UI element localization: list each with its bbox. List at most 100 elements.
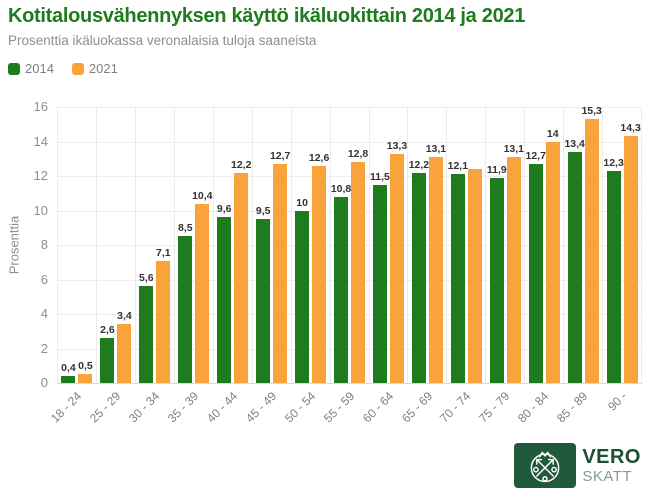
bar-value-label: 12,7 xyxy=(269,149,291,162)
bar-2014-85-89: 13,4 xyxy=(564,138,585,383)
bar-2014-80-84: 12,7 xyxy=(526,150,546,383)
bar-value-label: 7,1 xyxy=(156,246,171,259)
bar-value-label: 12,1 xyxy=(447,160,469,173)
bar-2014-90-: 12,3 xyxy=(603,157,624,383)
bar-2021-30-34: 7,1 xyxy=(156,247,171,383)
y-axis-tick-label: 8 xyxy=(40,237,48,252)
bar-value-label: 8,5 xyxy=(177,222,193,235)
y-axis-tick-label: 0 xyxy=(40,375,48,390)
category-column: 12,3 14,3 xyxy=(603,107,643,383)
y-axis-tick-label: 12 xyxy=(33,168,48,183)
bar-value-label: 14 xyxy=(546,127,559,140)
x-axis-tick-label: 85 - 89 xyxy=(554,389,591,426)
category-column: 9,6 12,2 xyxy=(214,107,253,383)
bar-2014-55-59: 10,8 xyxy=(331,183,351,383)
x-axis-tick-label: 45 - 49 xyxy=(242,389,280,426)
page-title: Kotitalousvähennyksen käyttö ikäluokitta… xyxy=(8,5,526,27)
bar-2021-70-74 xyxy=(467,169,482,383)
x-axis-tick-label: 40 - 44 xyxy=(203,389,241,426)
category-column: 10 12,6 xyxy=(292,107,331,383)
bar-2021-90-: 14,3 xyxy=(620,122,641,383)
bar-2014-40-44: 9,6 xyxy=(217,203,232,383)
bar-value-label: 0,4 xyxy=(61,362,76,375)
h-gridline xyxy=(58,176,642,177)
bar-2021-35-39: 10,4 xyxy=(192,190,213,383)
category-column: 12,2 13,1 xyxy=(408,107,448,383)
category-column: 5,6 7,1 xyxy=(136,107,175,383)
x-axis-tick-label: 50 - 54 xyxy=(281,389,318,426)
bar-2014-75-79: 11,9 xyxy=(487,164,507,383)
h-gridline xyxy=(58,141,642,143)
x-axis-tick-label: 90 - xyxy=(604,389,630,414)
bar-value-label: 9,6 xyxy=(216,203,232,216)
legend-swatch-2021-icon xyxy=(71,62,84,75)
category-column: 13,4 15,3 xyxy=(564,105,604,383)
bar-value-label: 15,3 xyxy=(581,105,602,118)
y-axis-tick-label: 10 xyxy=(33,202,48,218)
h-gridline xyxy=(58,245,642,246)
vero-logo: VERO SKATT xyxy=(514,443,641,488)
bar-value-label: 11,9 xyxy=(486,163,507,176)
bar-2021-80-84: 14 xyxy=(545,128,560,383)
bar-2021-18-24: 0,5 xyxy=(78,360,93,383)
category-column: 8,5 10,4 xyxy=(175,107,214,383)
x-axis-tick-label: 35 - 39 xyxy=(164,389,202,426)
bar-2014-70-74: 12,1 xyxy=(448,160,468,383)
vero-logo-text: VERO SKATT xyxy=(582,447,641,484)
legend-item-2021: 2021 xyxy=(71,61,118,76)
vero-emblem-icon xyxy=(530,451,560,482)
bar-value-label: 12,8 xyxy=(347,148,369,161)
category-column: 9,5 12,7 xyxy=(253,107,292,383)
bar-2014-18-24: 0,4 xyxy=(61,362,76,383)
h-gridline xyxy=(58,107,642,108)
bar-value-label: 13,4 xyxy=(564,137,585,150)
plot-area: 0,4 0,5 2,6 3,4 5,6 7,1 8,5 10,4 9,6 12,2 9,5 12,7 1… xyxy=(57,105,643,384)
bar-value-label: 0,5 xyxy=(78,360,93,373)
legend-swatch-2014-icon xyxy=(8,62,20,75)
vero-logo-text-skatt: SKATT xyxy=(582,468,633,485)
category-column: 2,6 3,4 xyxy=(97,107,136,383)
category-column: 11,9 13,1 xyxy=(486,107,526,383)
y-axis-tick-label: 16 xyxy=(33,99,48,114)
bar-value-label: 10 xyxy=(296,196,308,209)
bar-value-label: 10,8 xyxy=(330,182,352,195)
category-column: 12,1 xyxy=(447,107,487,383)
legend: 2014 2021 xyxy=(8,61,118,76)
bar-2021-60-64: 13,3 xyxy=(387,140,407,383)
legend-label-2021: 2021 xyxy=(88,61,118,76)
bar-2014-35-39: 8,5 xyxy=(178,222,193,383)
x-axis-tick-label: 75 - 79 xyxy=(476,389,513,426)
bar-2014-30-34: 5,6 xyxy=(139,272,154,383)
bar-value-label: 14,3 xyxy=(620,122,641,135)
bar-value-label: 2,6 xyxy=(100,324,115,337)
bar-2021-75-79: 13,1 xyxy=(504,143,524,383)
vero-logo-text-vero: VERO xyxy=(582,446,641,468)
bar-2014-25-29: 2,6 xyxy=(100,324,115,383)
category-column: 12,7 14 xyxy=(525,107,565,383)
category-column: 10,8 12,8 xyxy=(331,107,370,383)
bar-2014-65-69: 12,2 xyxy=(409,159,429,383)
bar-value-label: 10,4 xyxy=(192,189,213,202)
x-axis-tick-label: 65 - 69 xyxy=(398,389,435,426)
page-subtitle: Prosenttia ikäluokassa veronalaisia tulo… xyxy=(8,33,317,48)
h-gridline xyxy=(58,279,642,281)
x-axis-tick-label: 80 - 84 xyxy=(515,389,552,426)
legend-label-2014: 2014 xyxy=(25,61,54,76)
x-axis-tick-label: 25 - 29 xyxy=(86,389,124,426)
y-axis-tick-label: 2 xyxy=(40,340,48,356)
bar-2021-65-69: 13,1 xyxy=(426,143,446,383)
x-axis-tick-label: 30 - 34 xyxy=(125,389,163,426)
y-axis-tick-label: 6 xyxy=(40,271,48,287)
category-column: 0,4 0,5 xyxy=(58,107,97,383)
category-column: 11,5 13,3 xyxy=(370,107,409,383)
x-axis-tick-label: 60 - 64 xyxy=(359,389,396,426)
bar-value-label: 9,5 xyxy=(255,205,271,218)
bar-value-label: 12,2 xyxy=(231,158,252,171)
x-axis-tick-label: 18 - 24 xyxy=(48,389,85,426)
h-gridline xyxy=(58,314,642,315)
bar-2021-85-89: 15,3 xyxy=(581,105,602,383)
x-axis-tick-label: 70 - 74 xyxy=(437,389,474,426)
bar-value-label: 12,2 xyxy=(408,158,430,171)
